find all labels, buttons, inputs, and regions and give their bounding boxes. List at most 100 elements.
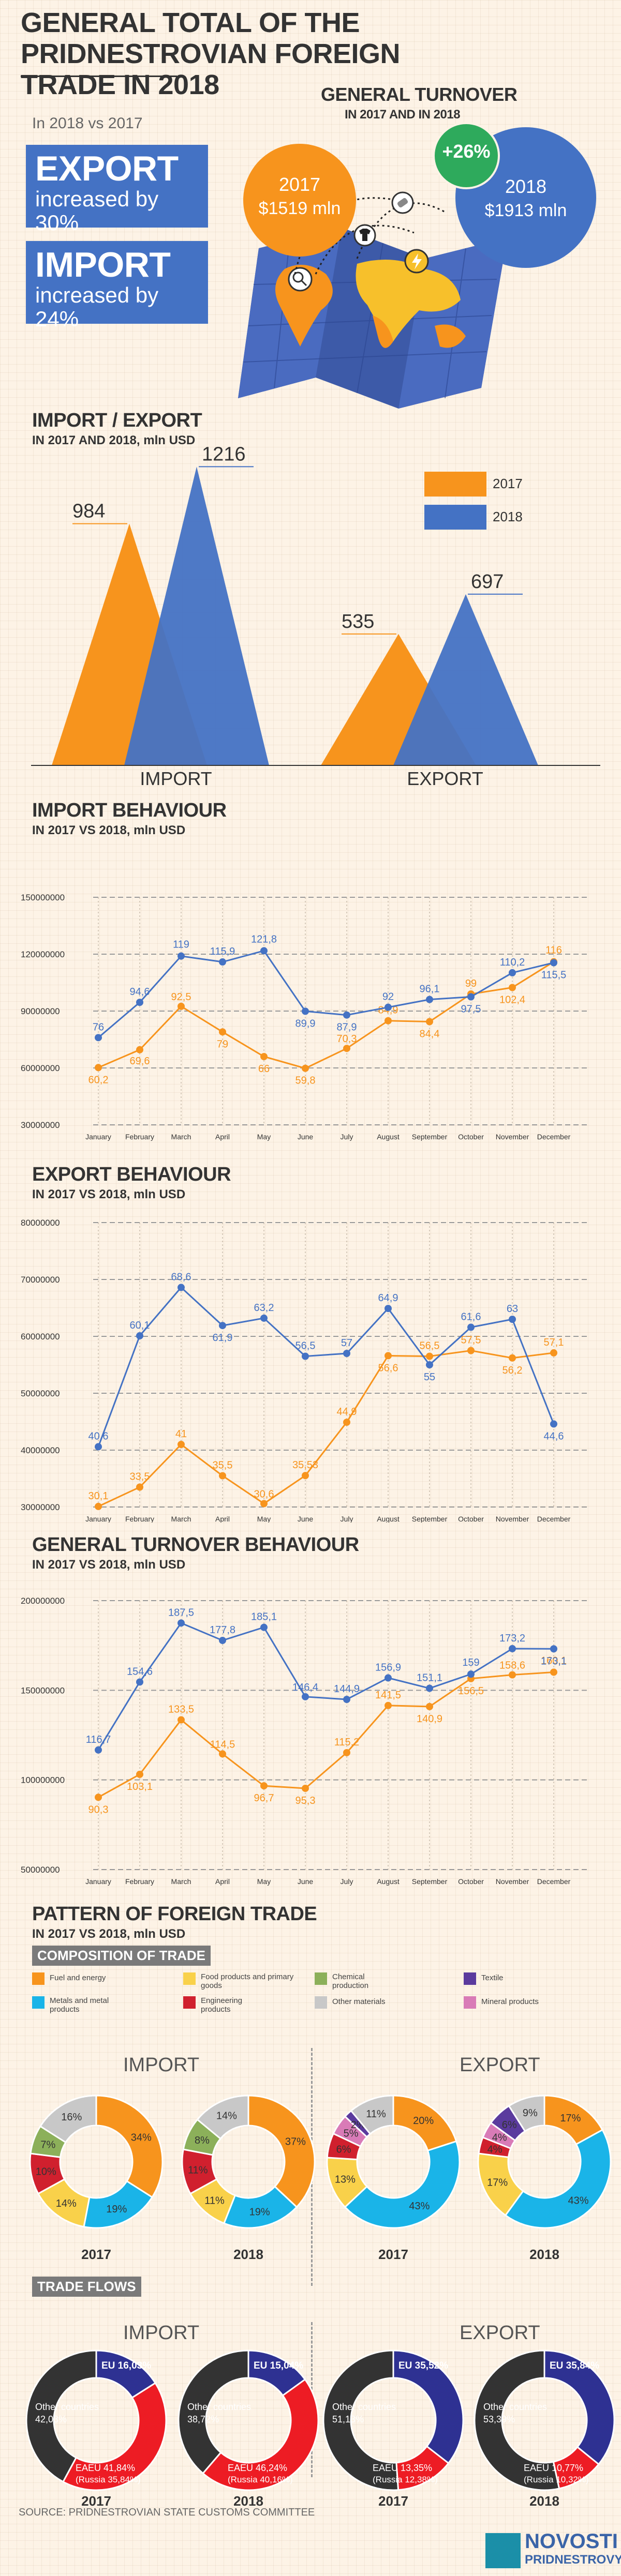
donut-slice [350, 2095, 394, 2135]
export-behaviour-subtitle: IN 2017 VS 2018, mln USD [32, 1187, 186, 1201]
slice-label: 11% [188, 2164, 208, 2176]
data-label: 187,5 [168, 1607, 194, 1618]
x-tick-label: September [412, 1877, 448, 1886]
y-tick-label: 90000000 [21, 1006, 60, 1016]
legend-2018-swatch [424, 505, 486, 530]
series-line [97, 1286, 555, 1447]
ie-subtitle: IN 2017 AND 2018, mln USD [32, 433, 196, 447]
composition-legend: Fuel and energy Food products and primar… [32, 1972, 601, 2035]
data-point [178, 1441, 185, 1448]
data-label: 141,5 [375, 1690, 401, 1701]
data-label: 173,2 [499, 1633, 525, 1644]
x-tick-label: February [125, 1877, 154, 1886]
slice-label: 16% [61, 2112, 82, 2123]
data-point [550, 1645, 557, 1653]
flow-label-russia: (Russia 35,84%) [76, 2475, 141, 2484]
export-behaviour-title: EXPORT BEHAVIOUR [32, 1164, 231, 1185]
data-label: 116,7 [86, 1734, 111, 1745]
flow-label-eaeu: EAEU 10,77% [524, 2463, 583, 2473]
flow-label-eaeu: EAEU 13,35% [373, 2463, 432, 2473]
data-label: 102,4 [499, 995, 525, 1006]
data-label: 56,5 [420, 1340, 440, 1352]
x-tick-label: November [496, 1877, 529, 1886]
y-tick-label: 40000000 [21, 1445, 60, 1455]
data-point [509, 969, 516, 976]
data-point [260, 1314, 268, 1322]
data-label: 60,2 [88, 1074, 109, 1086]
x-tick-label: September [412, 1515, 448, 1523]
data-label: 70,3 [337, 1033, 357, 1045]
donut-year-label: 2017 [81, 2247, 111, 2262]
data-point [509, 1316, 516, 1323]
data-point [219, 1750, 226, 1758]
flow-label-other: Other countries [187, 2402, 251, 2412]
legend-text: Other materials [332, 1997, 386, 2006]
trade-flows-label: TRADE FLOWS [32, 2277, 141, 2297]
data-label: 56,5 [295, 1340, 316, 1352]
data-point [219, 1472, 226, 1480]
donut-slice [62, 2382, 167, 2491]
data-label: 55 [424, 1372, 435, 1383]
x-tick-label: May [257, 1877, 271, 1886]
data-label: 115,2 [334, 1737, 360, 1748]
data-label: 57 [341, 1337, 352, 1349]
data-label: 160,1 [541, 1655, 567, 1666]
x-tick-label: December [537, 1133, 571, 1141]
series-line [98, 961, 554, 1069]
flow-label-russia: (Russia 12,38%) [373, 2475, 438, 2484]
legend-swatch [464, 1972, 476, 1985]
x-tick-label: August [377, 1515, 400, 1523]
legend-text: Chemical production [332, 1972, 369, 1990]
x-tick-label: September [412, 1133, 448, 1141]
flow-label-eu: EU 35,84% [550, 2360, 599, 2371]
slice-label: 37% [285, 2136, 306, 2148]
x-tick-label: April [215, 1515, 230, 1523]
data-label: 146,4 [292, 1682, 318, 1693]
slice-label: 6% [336, 2144, 351, 2155]
slice-label: 10% [36, 2166, 56, 2178]
series-line [98, 950, 554, 1038]
data-label: 177,8 [210, 1624, 235, 1636]
value-label-2018: 697 [471, 571, 504, 593]
data-point [95, 1064, 102, 1072]
data-point [302, 1472, 309, 1480]
data-label: 96,7 [254, 1792, 274, 1804]
data-label: 33,5 [130, 1471, 150, 1483]
donut-year-label: 2018 [233, 2493, 263, 2508]
logo-subtext: PRIDNESTROVYA [525, 2553, 621, 2567]
legend-2017-label: 2017 [493, 476, 523, 491]
data-label: 156,9 [375, 1662, 401, 1673]
data-point [219, 1028, 226, 1036]
turnover-2018-year: 2018 [505, 176, 547, 197]
data-label: 56,6 [378, 1362, 398, 1374]
slice-label: 11% [366, 2108, 386, 2120]
data-label: 94,6 [130, 986, 150, 998]
data-label: 95,3 [295, 1795, 316, 1806]
turnover-behaviour-subtitle: IN 2017 VS 2018, mln USD [32, 1558, 186, 1572]
slice-label: 43% [409, 2201, 430, 2212]
series-line [98, 1349, 554, 1508]
data-label: 40,6 [88, 1430, 109, 1442]
data-point [219, 1322, 226, 1330]
composition-export-heading: EXPORT [460, 2054, 540, 2076]
x-tick-label: March [171, 1877, 191, 1886]
data-point [426, 996, 433, 1003]
data-label: 115,5 [541, 970, 567, 981]
slice-label: 13% [335, 2174, 356, 2186]
value-label-2017: 984 [72, 501, 105, 522]
compare-label: In 2018 vs 2017 [32, 115, 143, 132]
x-tick-label: June [298, 1515, 314, 1523]
data-label: 119 [173, 939, 189, 951]
data-point [550, 1349, 557, 1357]
data-label: 61,6 [461, 1311, 481, 1322]
slice-label: 8% [195, 2135, 210, 2146]
legend-swatch [183, 1996, 196, 2009]
data-point [343, 1350, 350, 1357]
data-label: 57,5 [461, 1335, 481, 1346]
data-label: 97,5 [461, 1004, 481, 1015]
y-tick-label: 100000000 [21, 1775, 65, 1785]
world-map-illustration [238, 191, 507, 409]
x-tick-label: November [496, 1133, 529, 1141]
x-tick-label: January [85, 1133, 111, 1141]
data-point [426, 1018, 433, 1026]
